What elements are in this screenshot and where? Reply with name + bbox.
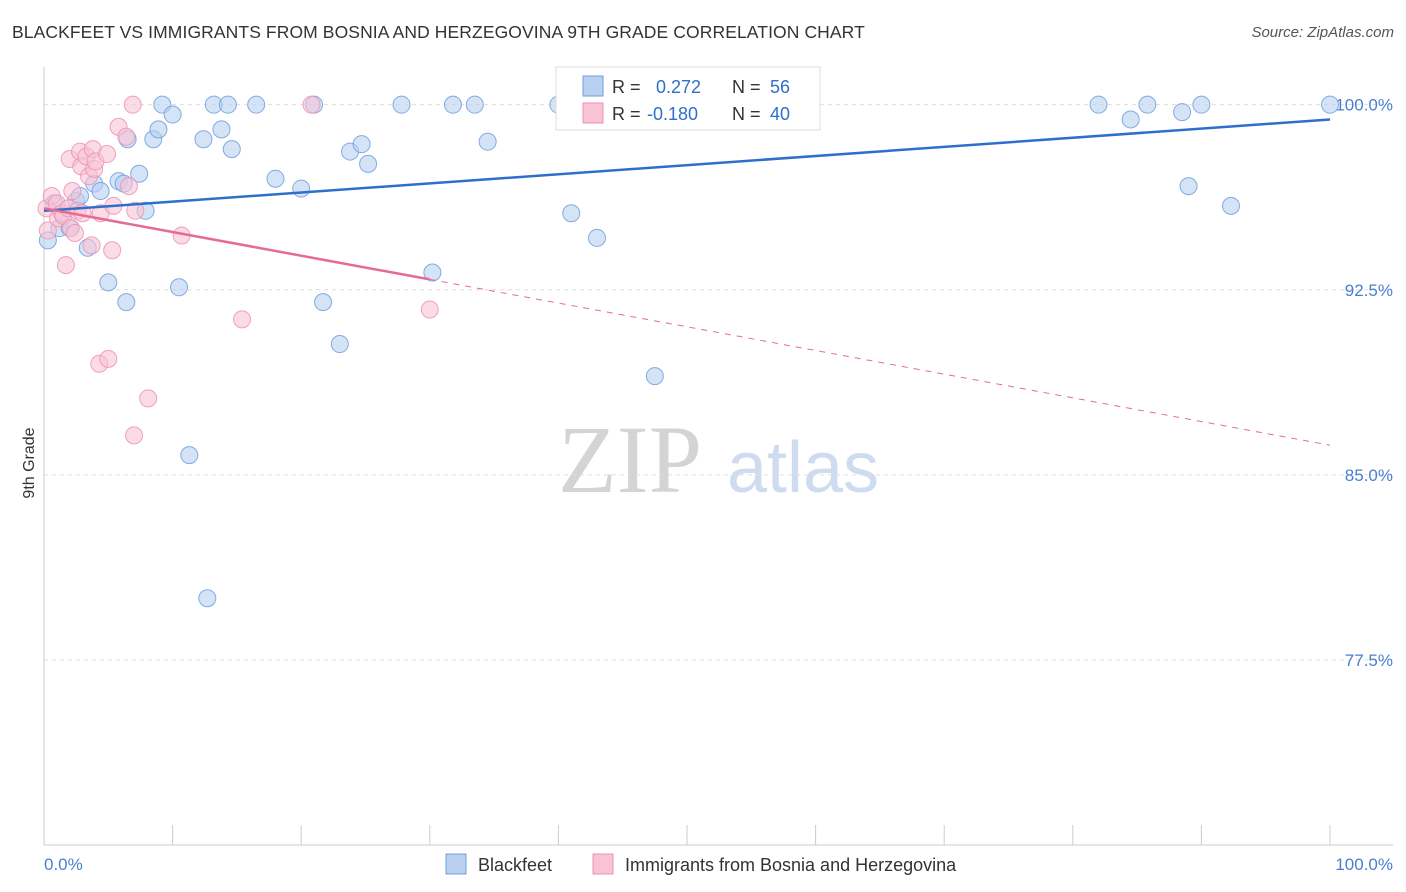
bosnia-point-25: [99, 349, 118, 368]
blackfeet-trend-line: [43, 118, 1331, 213]
bosnia-trend-line-dashed: [429, 278, 1331, 446]
stats-n-value-1: 56: [770, 77, 790, 97]
bosnia-point-11: [63, 182, 82, 201]
bosnia-point-26: [103, 241, 122, 260]
series-blackfeet-points: [38, 95, 1339, 608]
blackfeet-point-34: [352, 135, 371, 154]
blackfeet-point-7: [91, 182, 110, 201]
watermark-zip: ZIP: [558, 406, 702, 513]
blackfeet-point-32: [330, 335, 349, 354]
blackfeet-point-28: [266, 169, 285, 188]
bosnia-point-36: [233, 310, 252, 329]
y-tick-label-2: 85.0%: [1345, 466, 1393, 485]
series-bosnia-points: [37, 95, 439, 445]
blackfeet-point-29: [292, 179, 311, 198]
bosnia-point-7: [56, 256, 75, 275]
stats-swatch-blackfeet: [582, 75, 604, 97]
stats-n-label-2: N =: [732, 104, 761, 124]
y-axis-label: 9th Grade: [21, 427, 38, 498]
blackfeet-point-26: [222, 140, 241, 159]
watermark-atlas: atlas: [727, 428, 879, 508]
bosnia-point-12: [65, 224, 84, 242]
bosnia-point-37: [302, 95, 321, 114]
blackfeet-point-13: [130, 164, 149, 183]
y-tick-label-1: 92.5%: [1345, 281, 1393, 300]
blackfeet-point-20: [180, 446, 199, 465]
legend-swatch-blackfeet: [445, 853, 467, 875]
bosnia-point-24: [98, 145, 117, 164]
blackfeet-point-27: [247, 95, 266, 114]
blackfeet-point-51: [1179, 177, 1198, 196]
bosnia-point-29: [117, 127, 136, 146]
bosnia-point-38: [420, 300, 439, 319]
blackfeet-point-49: [1138, 95, 1157, 114]
bottom-legend: Blackfeet Immigrants from Bosnia and Her…: [445, 853, 957, 875]
stats-swatch-bosnia: [582, 102, 604, 124]
blackfeet-point-52: [1192, 95, 1211, 114]
blackfeet-point-24: [212, 120, 231, 139]
blackfeet-point-18: [163, 105, 182, 124]
x-tick-right: 100.0%: [1335, 855, 1393, 874]
y-tick-label-0: 100.0%: [1335, 96, 1393, 115]
legend-label-bosnia: Immigrants from Bosnia and Herzegovina: [625, 855, 957, 875]
stats-r-value-1: 0.272: [656, 77, 701, 97]
bosnia-point-32: [125, 426, 144, 445]
blackfeet-point-19: [170, 278, 189, 297]
blackfeet-point-36: [392, 95, 411, 114]
blackfeet-point-54: [1321, 95, 1339, 114]
stats-n-value-2: 40: [770, 104, 790, 124]
bosnia-point-1: [38, 221, 57, 240]
blackfeet-point-39: [465, 95, 484, 114]
blackfeet-point-45: [645, 367, 664, 386]
blackfeet-point-38: [443, 95, 462, 114]
blackfeet-point-35: [359, 154, 378, 173]
bosnia-point-30: [119, 177, 138, 196]
blackfeet-point-40: [478, 132, 497, 151]
source-label: Source: ZipAtlas.com: [1251, 24, 1394, 41]
x-tick-left: 0.0%: [44, 855, 83, 874]
blackfeet-point-48: [1121, 110, 1140, 129]
blackfeet-point-42: [562, 204, 581, 223]
x-tick-labels: 0.0% 100.0%: [44, 855, 1393, 874]
stats-n-label-1: N =: [732, 77, 761, 97]
y-tick-labels: 100.0% 92.5% 85.0% 77.5%: [1335, 96, 1393, 670]
bosnia-point-39: [82, 236, 101, 255]
blackfeet-point-50: [1173, 103, 1192, 122]
bosnia-point-31: [123, 95, 142, 114]
stats-r-label-2: R =: [612, 104, 641, 124]
legend-swatch-bosnia: [592, 853, 614, 875]
bosnia-trend-line-solid: [43, 207, 431, 281]
blackfeet-point-8: [99, 273, 118, 292]
stats-r-label-1: R =: [612, 77, 641, 97]
blackfeet-point-47: [1089, 95, 1108, 114]
blackfeet-point-25: [218, 95, 237, 114]
blackfeet-point-53: [1221, 196, 1240, 215]
stats-legend-box: R = 0.272 N = 56 R = -0.180 N = 40: [555, 66, 821, 131]
blackfeet-point-37: [423, 263, 442, 282]
blackfeet-point-43: [587, 228, 606, 247]
chart-title: BLACKFEET VS IMMIGRANTS FROM BOSNIA AND …: [12, 22, 865, 42]
legend-label-blackfeet: Blackfeet: [478, 855, 552, 875]
blackfeet-point-12: [117, 293, 136, 312]
blackfeet-point-16: [149, 120, 168, 139]
blackfeet-point-22: [198, 589, 217, 608]
y-tick-label-3: 77.5%: [1345, 651, 1393, 670]
blackfeet-point-21: [194, 130, 213, 149]
bosnia-point-33: [126, 201, 145, 220]
trend-lines: [43, 118, 1331, 446]
bosnia-point-34: [139, 389, 158, 408]
watermark: ZIP atlas: [558, 406, 879, 513]
stats-r-value-2: -0.180: [647, 104, 698, 124]
blackfeet-point-31: [314, 293, 333, 312]
